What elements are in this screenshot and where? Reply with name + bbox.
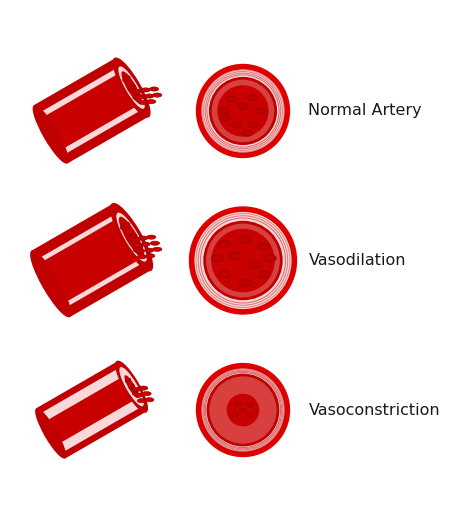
Ellipse shape	[141, 242, 150, 246]
Ellipse shape	[218, 241, 230, 247]
Ellipse shape	[248, 122, 258, 128]
Ellipse shape	[146, 100, 156, 104]
Circle shape	[208, 375, 278, 445]
Ellipse shape	[247, 414, 254, 417]
Ellipse shape	[127, 234, 137, 241]
Polygon shape	[36, 213, 146, 308]
Polygon shape	[34, 58, 148, 164]
Circle shape	[199, 366, 287, 454]
Polygon shape	[36, 362, 146, 458]
Ellipse shape	[125, 375, 139, 398]
Ellipse shape	[138, 236, 148, 240]
Ellipse shape	[138, 101, 148, 105]
Polygon shape	[39, 367, 143, 453]
Ellipse shape	[125, 378, 131, 382]
Ellipse shape	[247, 95, 257, 101]
Ellipse shape	[121, 71, 142, 104]
Ellipse shape	[129, 384, 134, 389]
Ellipse shape	[133, 391, 138, 395]
Text: Normal Artery: Normal Artery	[309, 104, 422, 118]
Ellipse shape	[133, 89, 142, 93]
Ellipse shape	[113, 58, 150, 117]
Ellipse shape	[246, 404, 253, 407]
Ellipse shape	[227, 96, 236, 102]
Ellipse shape	[228, 252, 241, 259]
Ellipse shape	[33, 105, 69, 164]
Ellipse shape	[142, 392, 151, 396]
Ellipse shape	[134, 393, 143, 397]
Ellipse shape	[234, 403, 240, 406]
Ellipse shape	[132, 388, 141, 392]
Ellipse shape	[137, 399, 146, 403]
Ellipse shape	[138, 386, 148, 390]
Ellipse shape	[220, 115, 230, 121]
Ellipse shape	[150, 241, 160, 245]
Ellipse shape	[123, 76, 130, 81]
Ellipse shape	[258, 271, 270, 278]
Ellipse shape	[133, 243, 142, 247]
Ellipse shape	[136, 95, 145, 99]
Ellipse shape	[149, 87, 159, 91]
Text: Vasoconstriction: Vasoconstriction	[309, 403, 440, 417]
Text: Vasodilation: Vasodilation	[309, 253, 406, 268]
Ellipse shape	[145, 398, 154, 402]
Circle shape	[191, 209, 294, 312]
Ellipse shape	[30, 251, 71, 317]
Ellipse shape	[136, 249, 145, 253]
Ellipse shape	[256, 108, 265, 114]
Ellipse shape	[119, 367, 144, 406]
Ellipse shape	[132, 238, 141, 242]
Polygon shape	[44, 375, 138, 445]
Ellipse shape	[239, 236, 251, 243]
Ellipse shape	[146, 254, 155, 258]
Circle shape	[210, 78, 276, 144]
Ellipse shape	[218, 271, 230, 278]
Ellipse shape	[249, 262, 261, 269]
Ellipse shape	[133, 94, 140, 100]
Ellipse shape	[133, 245, 143, 252]
Polygon shape	[38, 67, 144, 155]
Ellipse shape	[231, 413, 237, 416]
Ellipse shape	[231, 122, 241, 128]
Ellipse shape	[145, 94, 154, 98]
Ellipse shape	[141, 88, 150, 92]
Circle shape	[227, 394, 259, 426]
Ellipse shape	[116, 213, 147, 262]
Polygon shape	[31, 204, 151, 317]
Ellipse shape	[243, 131, 253, 136]
Ellipse shape	[146, 235, 156, 239]
Ellipse shape	[118, 66, 145, 109]
Ellipse shape	[145, 248, 154, 252]
Ellipse shape	[116, 362, 147, 412]
Circle shape	[211, 229, 275, 292]
Ellipse shape	[120, 222, 130, 229]
Ellipse shape	[240, 408, 246, 412]
Ellipse shape	[258, 243, 270, 250]
Ellipse shape	[137, 255, 146, 259]
Ellipse shape	[128, 85, 136, 90]
Circle shape	[217, 85, 269, 137]
Ellipse shape	[238, 104, 248, 109]
Ellipse shape	[239, 279, 251, 287]
Ellipse shape	[264, 255, 276, 262]
Ellipse shape	[119, 217, 144, 257]
Ellipse shape	[219, 108, 229, 114]
Ellipse shape	[35, 408, 66, 458]
Ellipse shape	[211, 255, 223, 262]
Circle shape	[205, 222, 281, 299]
Polygon shape	[41, 71, 141, 151]
Ellipse shape	[153, 93, 162, 97]
Ellipse shape	[153, 247, 162, 252]
Ellipse shape	[111, 204, 153, 271]
Polygon shape	[39, 217, 143, 304]
Circle shape	[199, 67, 287, 155]
